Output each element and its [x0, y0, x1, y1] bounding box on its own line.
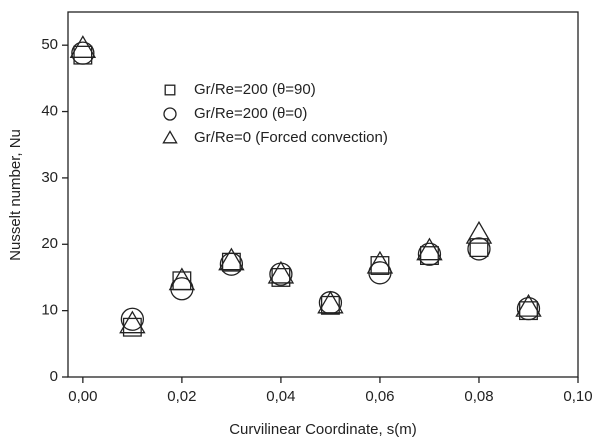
legend-marker	[163, 107, 177, 121]
triangle-marker	[119, 310, 146, 334]
x-tick-label: 0,04	[266, 388, 295, 405]
y-tick-label: 40	[41, 103, 58, 120]
x-tick-label: 0,08	[464, 388, 493, 405]
circle-marker	[467, 237, 491, 261]
y-tick-label: 50	[41, 36, 58, 53]
triangle-marker	[69, 35, 97, 58]
circle-marker	[219, 252, 244, 276]
triangle-marker	[465, 220, 493, 244]
triangle-marker	[317, 290, 344, 314]
square-marker	[172, 271, 192, 291]
legend-label: Gr/Re=200 (θ=0)	[194, 105, 307, 122]
x-tick-label: 0,02	[167, 388, 196, 405]
legend-marker	[164, 84, 176, 96]
square-marker	[221, 252, 241, 272]
triangle-marker	[267, 260, 295, 284]
square-marker	[370, 256, 390, 275]
square-marker	[519, 301, 538, 321]
circle-marker	[417, 242, 442, 266]
circle-marker	[318, 291, 343, 315]
circle-marker	[120, 307, 145, 331]
triangle-marker	[515, 293, 542, 317]
square-marker	[469, 238, 489, 258]
circle-marker	[516, 296, 541, 321]
y-tick-label: 10	[41, 302, 58, 319]
y-tick-label: 20	[41, 235, 58, 252]
y-axis-label: Nusselt number, Nu	[7, 129, 24, 261]
triangle-marker	[416, 237, 443, 261]
x-axis-label: Curvilinear Coordinate, s(m)	[229, 421, 417, 438]
x-tick-label: 0,06	[365, 388, 394, 405]
circle-marker	[71, 41, 95, 65]
x-tick-label: 0,00	[68, 388, 97, 405]
y-tick-label: 30	[41, 169, 58, 186]
legend-label: Gr/Re=200 (θ=90)	[194, 81, 316, 98]
square-marker	[122, 317, 142, 337]
y-tick-label: 0	[50, 368, 58, 385]
legend-label: Gr/Re=0 (Forced convection)	[194, 129, 388, 146]
triangle-marker	[168, 267, 196, 291]
triangle-marker	[218, 247, 245, 271]
plot-frame	[67, 11, 579, 378]
square-marker	[73, 45, 93, 65]
x-tick-label: 0,10	[563, 388, 592, 405]
square-marker	[420, 246, 439, 266]
triangle-marker	[366, 250, 394, 274]
legend-marker	[162, 130, 178, 144]
